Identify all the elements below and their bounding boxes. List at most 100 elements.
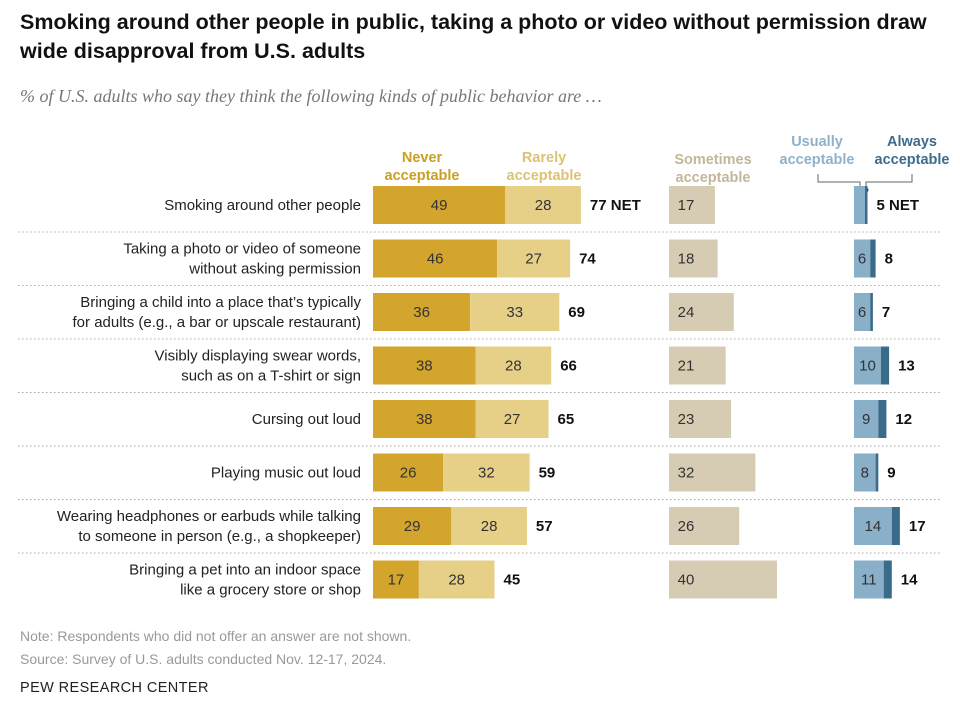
bar-rarely-acceptable bbox=[505, 186, 581, 224]
category-label: Wearing headphones or earbuds while talk… bbox=[57, 508, 361, 525]
legend-usually-acceptable-line-1: Usually bbox=[791, 134, 843, 150]
category-label: Cursing out loud bbox=[252, 411, 361, 428]
value-label-rarely: 27 bbox=[504, 411, 521, 428]
bar-usually-acceptable bbox=[854, 346, 881, 385]
legend-always-bracket bbox=[865, 174, 913, 190]
value-label-sometimes: 23 bbox=[678, 411, 695, 428]
bar-never-acceptable bbox=[373, 239, 498, 278]
bar-rarely-acceptable bbox=[443, 453, 530, 492]
value-label-usually: 6 bbox=[858, 251, 866, 268]
net-acceptable-label: 14 bbox=[901, 572, 918, 589]
bar-rarely-acceptable bbox=[475, 346, 552, 385]
value-label-sometimes: 26 bbox=[678, 518, 695, 535]
value-label-never: 17 bbox=[388, 572, 405, 589]
bar-usually-acceptable bbox=[854, 293, 871, 331]
legend-sometimes-acceptable-line-2: acceptable bbox=[676, 170, 751, 186]
net-unacceptable-label: 66 bbox=[560, 358, 577, 375]
net-unacceptable-label: 65 bbox=[558, 411, 575, 428]
chart-note: Note: Respondents who did not offer an a… bbox=[20, 628, 412, 644]
bar-never-acceptable bbox=[373, 507, 452, 545]
category-label: Bringing a pet into an indoor space bbox=[129, 562, 361, 579]
value-label-rarely: 32 bbox=[478, 465, 495, 482]
category-label: such as on a T-shirt or sign bbox=[181, 368, 361, 385]
value-label-sometimes: 18 bbox=[678, 251, 695, 268]
bar-never-acceptable bbox=[373, 346, 476, 385]
category-label: Taking a photo or video of someone bbox=[123, 241, 361, 258]
bar-rarely-acceptable bbox=[497, 239, 571, 278]
value-label-sometimes: 17 bbox=[678, 197, 695, 214]
net-acceptable-label: 17 bbox=[909, 518, 926, 535]
net-acceptable-label: 9 bbox=[887, 465, 895, 482]
bar-sometimes-acceptable bbox=[669, 453, 756, 492]
value-label-rarely: 28 bbox=[481, 518, 498, 535]
bar-usually-acceptable bbox=[854, 560, 884, 599]
bar-rarely-acceptable bbox=[418, 560, 495, 599]
bar-rarely-acceptable bbox=[451, 507, 527, 545]
bar-sometimes-acceptable bbox=[669, 293, 734, 331]
value-label-usually: 6 bbox=[858, 304, 866, 321]
bar-always-acceptable bbox=[865, 186, 868, 224]
bar-always-acceptable bbox=[891, 507, 900, 545]
net-unacceptable-label: 69 bbox=[568, 304, 585, 321]
value-label-rarely: 27 bbox=[525, 251, 542, 268]
category-label: to someone in person (e.g., a shopkeeper… bbox=[78, 528, 361, 545]
chart-title: Smoking around other people in public, t… bbox=[20, 10, 927, 63]
bar-always-acceptable bbox=[883, 560, 892, 599]
value-label-usually: 9 bbox=[862, 411, 870, 428]
brand-logo-text: PEW RESEARCH CENTER bbox=[20, 680, 209, 696]
value-label-sometimes: 24 bbox=[678, 304, 695, 321]
value-label-usually: 14 bbox=[865, 518, 882, 535]
value-label-sometimes: 32 bbox=[678, 465, 695, 482]
value-label-never: 38 bbox=[416, 358, 433, 375]
category-label: for adults (e.g., a bar or upscale resta… bbox=[73, 314, 361, 331]
bar-sometimes-acceptable bbox=[669, 346, 726, 385]
stacked-bar-chart: Never acceptable Rarely acceptable Sometimes… bbox=[18, 134, 950, 599]
value-label-never: 49 bbox=[431, 197, 448, 214]
category-label: Playing music out loud bbox=[211, 465, 361, 482]
bar-never-acceptable bbox=[373, 453, 444, 492]
net-unacceptable-label: 77 NET bbox=[590, 197, 641, 214]
value-label-never: 38 bbox=[416, 411, 433, 428]
value-label-never: 26 bbox=[400, 465, 417, 482]
legend-never-acceptable-line-2: acceptable bbox=[385, 168, 460, 184]
bar-rarely-acceptable bbox=[470, 293, 560, 331]
bar-always-acceptable bbox=[881, 346, 890, 385]
category-label: Visibly displaying swear words, bbox=[155, 348, 361, 365]
value-label-never: 46 bbox=[427, 251, 444, 268]
net-unacceptable-label: 57 bbox=[536, 518, 553, 535]
legend-always-acceptable-line-2: acceptable bbox=[875, 152, 950, 168]
category-label: Smoking around other people bbox=[164, 197, 361, 214]
bar-never-acceptable bbox=[373, 293, 471, 331]
bar-usually-acceptable bbox=[854, 507, 892, 545]
value-label-rarely: 28 bbox=[535, 197, 552, 214]
bar-rarely-acceptable bbox=[475, 400, 549, 438]
bar-usually-acceptable bbox=[854, 453, 876, 492]
bar-always-acceptable bbox=[870, 239, 876, 278]
category-label: Bringing a child into a place that’s typ… bbox=[80, 294, 361, 311]
net-acceptable-label: 12 bbox=[895, 411, 912, 428]
bar-always-acceptable bbox=[870, 293, 873, 331]
bar-never-acceptable bbox=[373, 400, 476, 438]
legend-rarely-acceptable-line-2: acceptable bbox=[507, 168, 582, 184]
value-label-rarely: 33 bbox=[506, 304, 523, 321]
net-acceptable-label: 7 bbox=[882, 304, 890, 321]
value-label-sometimes: 40 bbox=[678, 572, 695, 589]
legend-usually-acceptable-line-2: acceptable bbox=[780, 152, 855, 168]
value-label-never: 29 bbox=[404, 518, 421, 535]
value-label-usually: 11 bbox=[861, 572, 877, 589]
legend-usually-bracket bbox=[817, 174, 861, 190]
net-unacceptable-label: 45 bbox=[504, 572, 521, 589]
category-label: without asking permission bbox=[188, 261, 361, 278]
value-label-rarely: 28 bbox=[505, 358, 522, 375]
bar-always-acceptable bbox=[878, 400, 887, 438]
bar-usually-acceptable bbox=[854, 239, 871, 278]
legend-sometimes-acceptable-line-1: Sometimes bbox=[674, 152, 751, 168]
bar-usually-acceptable bbox=[854, 186, 868, 224]
net-unacceptable-label: 59 bbox=[539, 465, 556, 482]
net-acceptable-label: 8 bbox=[885, 251, 893, 268]
bar-sometimes-acceptable bbox=[669, 239, 718, 278]
category-label: like a grocery store or shop bbox=[180, 582, 361, 599]
net-acceptable-label: 5 NET bbox=[877, 197, 920, 214]
net-unacceptable-label: 74 bbox=[579, 251, 596, 268]
value-label-rarely: 28 bbox=[448, 572, 465, 589]
